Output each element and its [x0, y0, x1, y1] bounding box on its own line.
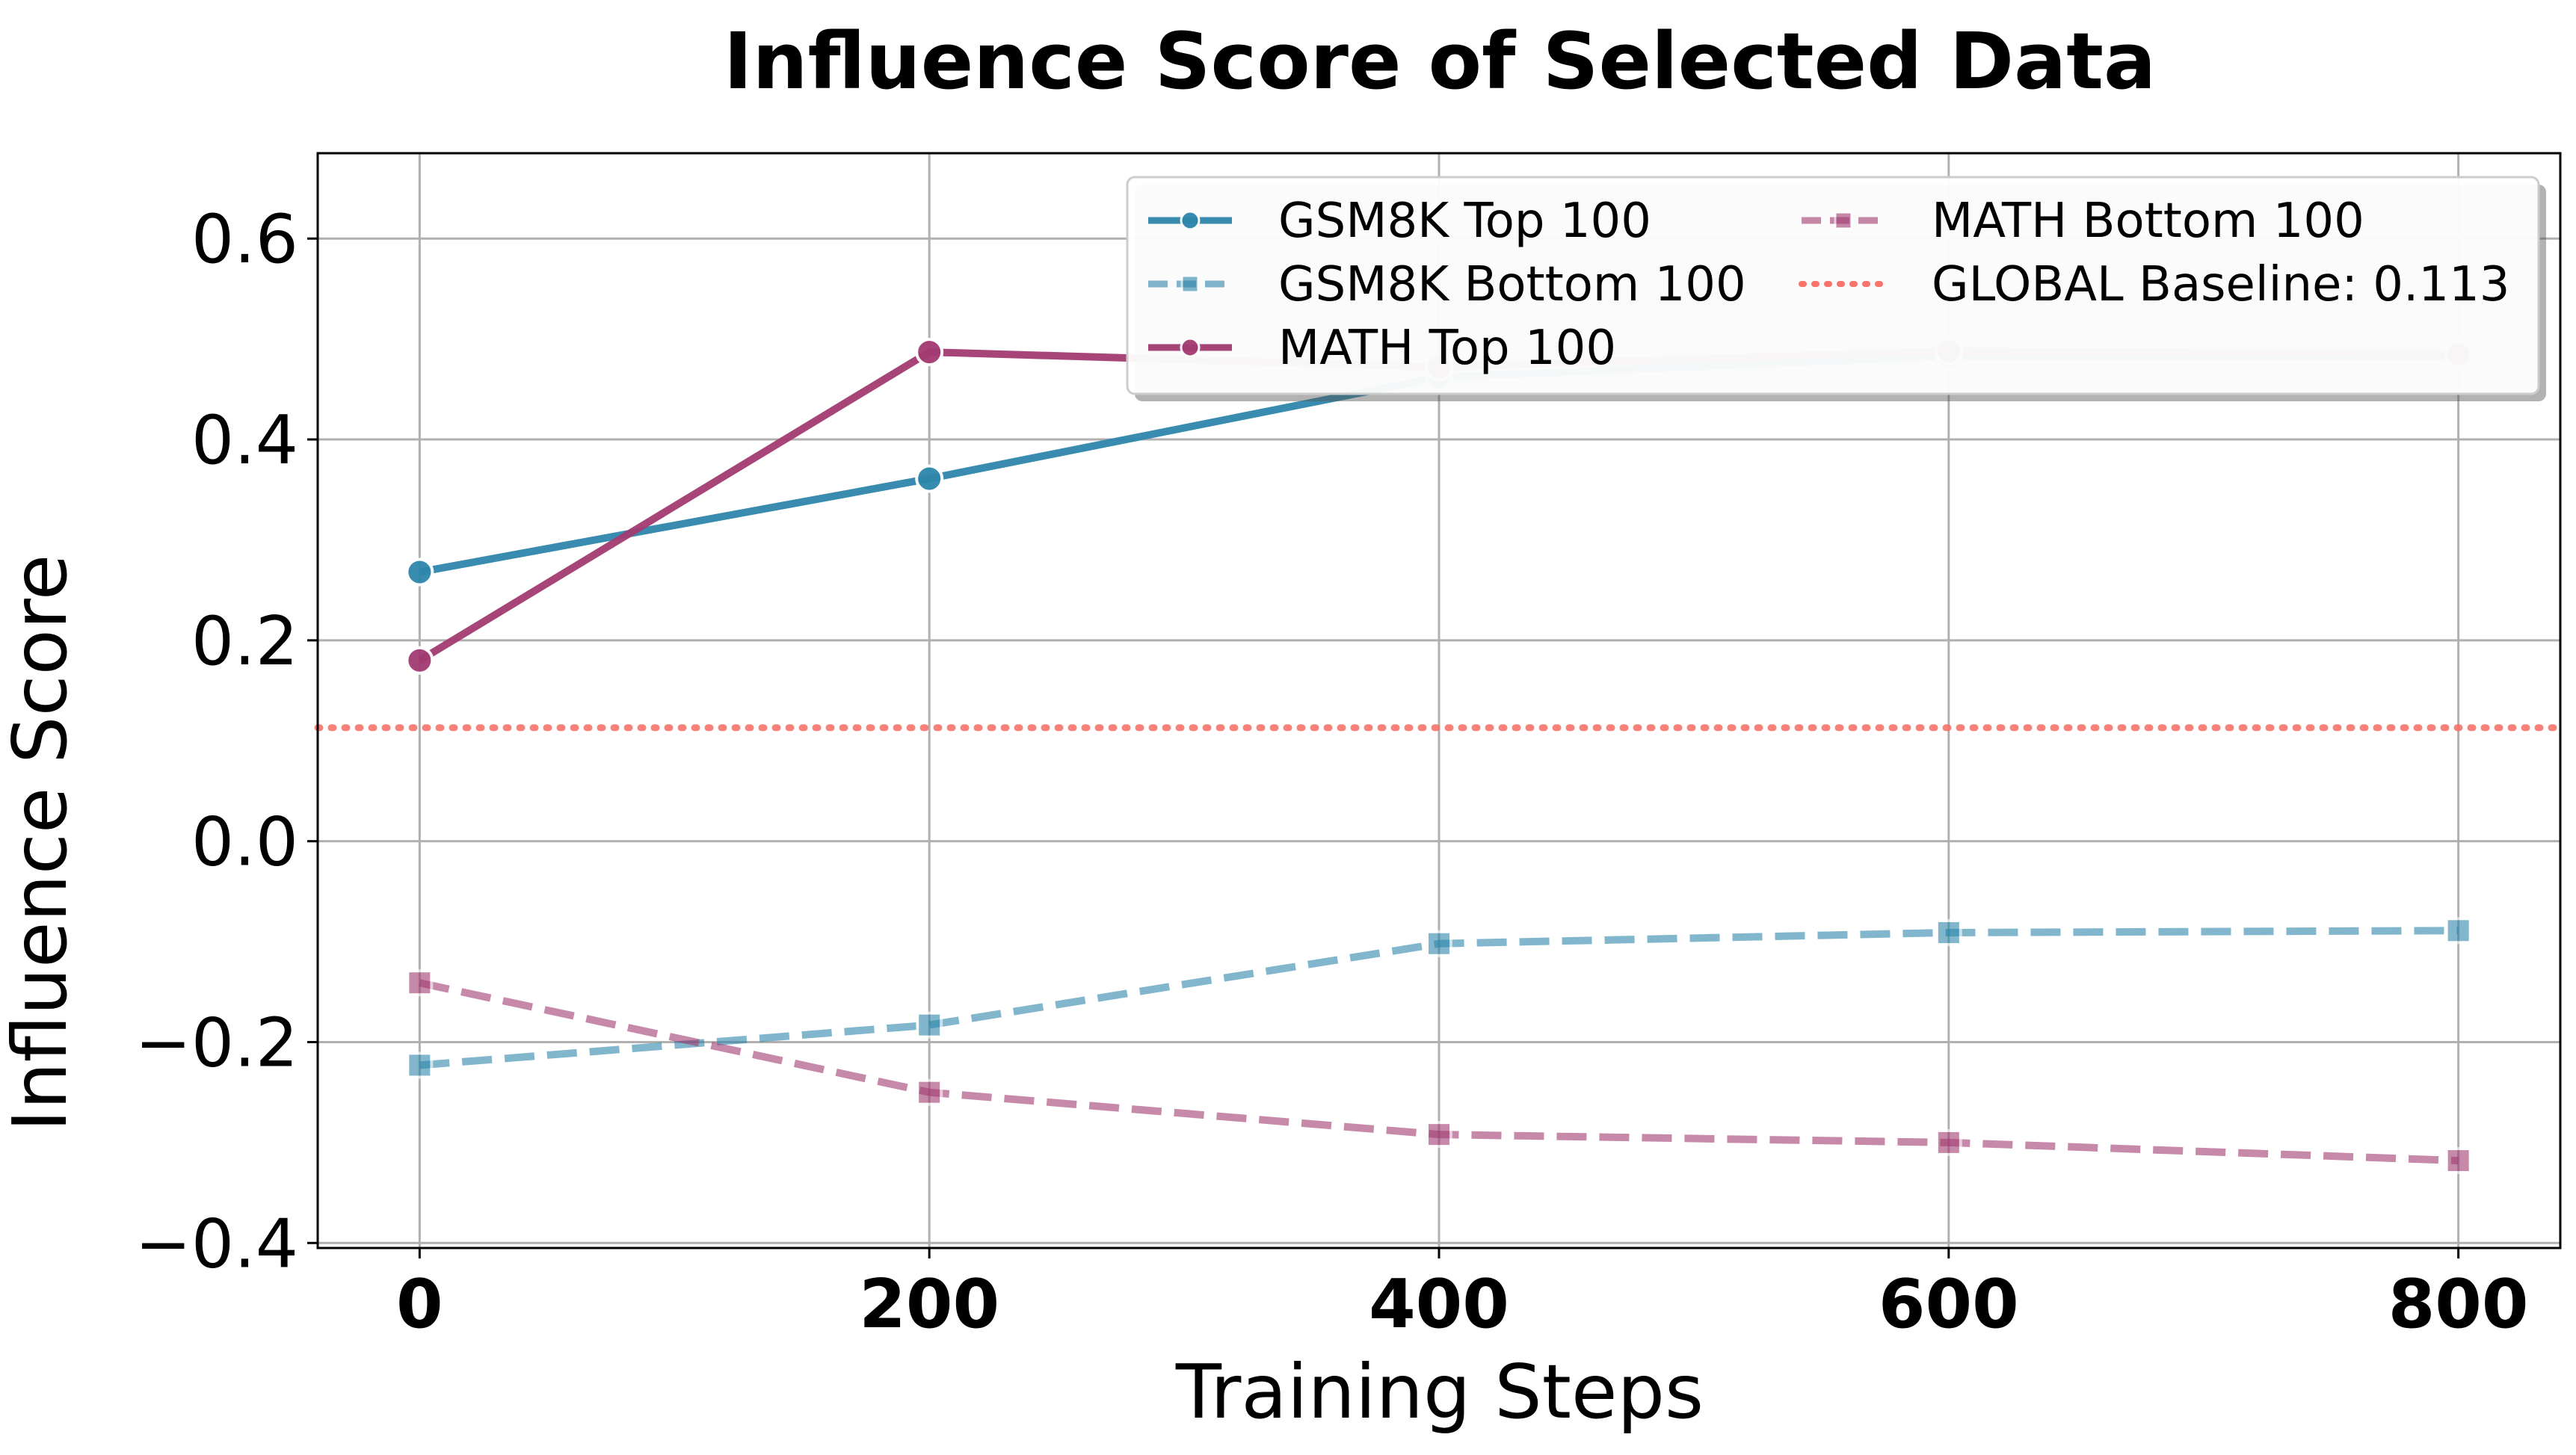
legend-label: MATH Bottom 100 [1932, 194, 2364, 249]
math-bottom-100-point [916, 1078, 943, 1106]
legend-label: GSM8K Top 100 [1278, 194, 1651, 249]
legend-box [1126, 176, 2540, 395]
x-tick-label: 400 [1369, 1265, 1509, 1344]
y-tick-label: 0.4 [191, 401, 298, 480]
legend-label: MATH Top 100 [1278, 321, 1616, 376]
gsm8k-bottom-100-point [2444, 917, 2472, 945]
x-tick-label: 800 [2388, 1265, 2529, 1344]
legend-handle-marker [1834, 211, 1853, 230]
x-tick-label: 200 [859, 1265, 999, 1344]
y-tick-label: 0.6 [191, 200, 298, 279]
y-tick-label: −0.4 [135, 1205, 298, 1283]
gsm8k-top-100-point [405, 557, 434, 587]
y-tick-label: 0.0 [191, 803, 298, 882]
chart-title: Influence Score of Selected Data [724, 16, 2156, 107]
gsm8k-bottom-100-point [1935, 918, 1962, 946]
y-tick-label: 0.2 [191, 602, 298, 681]
legend-handle-marker [1180, 210, 1201, 231]
gsm8k-bottom-100-point [406, 1051, 434, 1079]
math-bottom-100-point [1935, 1128, 1962, 1156]
gsm8k-top-100-point [915, 464, 944, 493]
y-tick-label: −0.2 [135, 1004, 298, 1082]
legend-handle-marker [1180, 274, 1200, 294]
gsm8k-bottom-100-point [1426, 930, 1452, 957]
gsm8k-bottom-100-point [916, 1011, 943, 1039]
math-top-100-point [915, 338, 944, 367]
x-tick-label: 600 [1879, 1265, 2019, 1344]
math-bottom-100-point [406, 969, 434, 997]
legend-label: GSM8K Bottom 100 [1278, 257, 1746, 312]
legend-handle-marker [1180, 337, 1201, 358]
legend-label: GLOBAL Baseline: 0.113 [1932, 257, 2510, 312]
math-top-100-point [405, 646, 434, 675]
plot-frame [316, 152, 2562, 1249]
math-bottom-100-point [1426, 1121, 1452, 1149]
y-axis-label: Influence Score [0, 554, 84, 1132]
x-tick-label: 0 [396, 1265, 443, 1344]
math-bottom-100-point [2444, 1147, 2472, 1175]
x-axis-label: Training Steps [1175, 1348, 1704, 1436]
